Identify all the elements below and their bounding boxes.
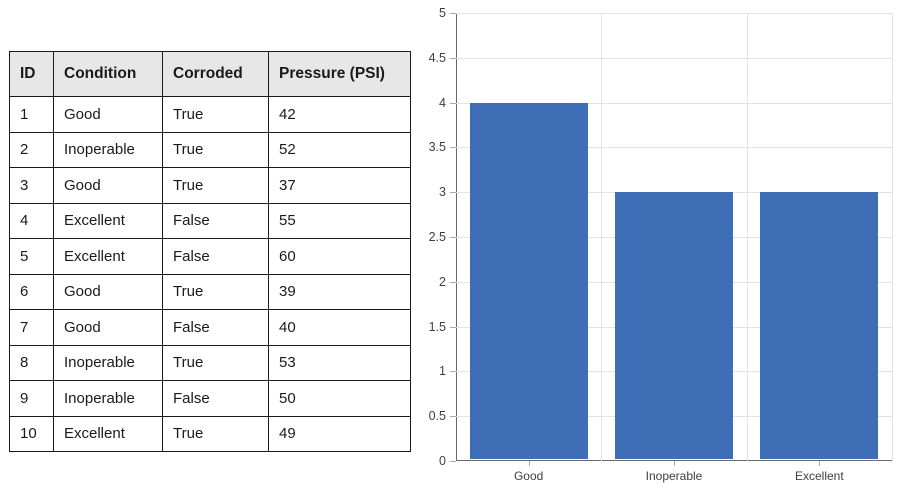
table-row: 2 Inoperable True 52 — [9, 131, 411, 168]
table-cell: 10 — [9, 415, 54, 452]
y-axis-tick-label: 2.5 — [428, 230, 446, 244]
table-row: 4 Excellent False 55 — [9, 202, 411, 239]
table-cell: Inoperable — [53, 344, 163, 381]
y-axis-tick — [450, 371, 456, 373]
bar-inoperable — [615, 192, 733, 460]
table-cell: 42 — [268, 96, 411, 133]
column-header: Pressure (PSI) — [268, 51, 411, 97]
table-cell: True — [162, 167, 269, 204]
table-cell: Excellent — [53, 238, 163, 275]
table-cell: 60 — [268, 238, 411, 275]
table-cell: 55 — [268, 202, 411, 239]
table-cell: Good — [53, 167, 163, 204]
table-header-row: ID Condition Corroded Pressure (PSI) — [9, 51, 411, 97]
column-header: ID — [9, 51, 54, 97]
table-cell: Good — [53, 309, 163, 346]
table-row: 1 Good True 42 — [9, 96, 411, 133]
y-axis-tick-label: 1.5 — [428, 319, 446, 334]
vertical-gridline — [892, 13, 893, 461]
table-cell: Inoperable — [53, 380, 163, 417]
table-body: 1 Good True 42 2 Inoperable True 52 3 Good True 37 4… — [9, 96, 411, 452]
table-cell: 3 — [9, 167, 54, 204]
table-cell: 9 — [9, 380, 54, 417]
table-row: 8 Inoperable True 53 — [9, 344, 411, 381]
table-cell: Inoperable — [53, 131, 163, 168]
table-cell: False — [162, 309, 269, 346]
y-axis-tick — [450, 57, 456, 59]
y-axis-tick-label: 0.5 — [428, 409, 446, 424]
y-axis-tick — [450, 192, 456, 194]
table-cell: 6 — [9, 273, 54, 310]
table-cell: True — [162, 344, 269, 381]
pipes-table-container: ID Condition Corroded Pressure (PSI) 1 Good T… — [9, 51, 411, 452]
y-axis-tick — [450, 13, 456, 14]
y-axis-tick — [450, 416, 456, 418]
table-row: 5 Excellent False 60 — [9, 238, 411, 275]
x-axis-tick — [819, 461, 821, 466]
table-cell: 5 — [9, 238, 54, 275]
table-cell: 53 — [268, 344, 411, 381]
table-cell: 4 — [9, 202, 54, 239]
horizontal-gridline — [456, 13, 892, 14]
y-axis-tick-label: 3.5 — [428, 140, 446, 155]
table-cell: Excellent — [53, 202, 163, 239]
x-axis-tick — [674, 461, 675, 466]
pipes-data-table: ID Condition Corroded Pressure (PSI) 1 Good T… — [9, 51, 411, 452]
x-axis-category-label: Inoperable — [645, 469, 703, 483]
table-cell: Good — [53, 96, 163, 133]
vertical-gridline — [746, 13, 748, 461]
vertical-gridline — [601, 13, 603, 461]
y-axis-tick — [450, 326, 456, 328]
horizontal-gridline — [456, 147, 892, 149]
table-header: ID Condition Corroded Pressure (PSI) — [9, 51, 411, 97]
y-axis-tick — [450, 237, 456, 238]
table-cell: 40 — [268, 309, 411, 346]
table-row: 10 Excellent True 49 — [9, 415, 411, 452]
horizontal-gridline — [456, 57, 892, 59]
table-cell: 49 — [268, 415, 411, 452]
table-cell: 37 — [268, 167, 411, 204]
y-axis-tick-label: 5 — [439, 6, 446, 20]
table-cell: False — [162, 202, 269, 239]
y-axis-tick — [450, 281, 456, 283]
x-axis-category-label: Good — [513, 469, 544, 483]
table-cell: 50 — [268, 380, 411, 417]
table-cell: Good — [53, 273, 163, 310]
y-axis-tick — [450, 147, 456, 149]
x-axis-tick — [528, 461, 530, 466]
table-cell: True — [162, 96, 269, 133]
table-cell: True — [162, 273, 269, 310]
table-row: 6 Good True 39 — [9, 273, 411, 310]
column-header: Condition — [53, 51, 163, 97]
table-cell: True — [162, 131, 269, 168]
table-cell: 1 — [9, 96, 54, 133]
table-row: 3 Good True 37 — [9, 167, 411, 204]
table-row: 7 Good False 40 — [9, 309, 411, 346]
table-cell: 39 — [268, 273, 411, 310]
y-axis-tick-label: 3 — [439, 185, 446, 200]
horizontal-gridline — [456, 102, 892, 104]
table-cell: 8 — [9, 344, 54, 381]
y-axis-tick-label: 2 — [439, 274, 446, 289]
table-cell: 52 — [268, 131, 411, 168]
table-cell: 2 — [9, 131, 54, 168]
y-axis-tick — [450, 102, 456, 104]
bar-good — [469, 102, 588, 460]
y-axis-tick — [450, 461, 456, 462]
column-header: Corroded — [162, 51, 269, 97]
table-cell: 7 — [9, 309, 54, 346]
table-cell: Excellent — [53, 415, 163, 452]
y-axis-tick-label: 1 — [439, 364, 446, 379]
table-cell: False — [162, 380, 269, 417]
x-axis-category-label: Excellent — [794, 469, 844, 483]
y-axis-tick-label: 4.5 — [428, 50, 446, 65]
table-cell: True — [162, 415, 269, 452]
y-axis-tick-label: 4 — [439, 95, 446, 110]
table-cell: False — [162, 238, 269, 275]
table-row: 9 Inoperable False 50 — [9, 380, 411, 417]
bar-excellent — [760, 192, 879, 460]
y-axis-tick-label: 0 — [439, 454, 446, 468]
